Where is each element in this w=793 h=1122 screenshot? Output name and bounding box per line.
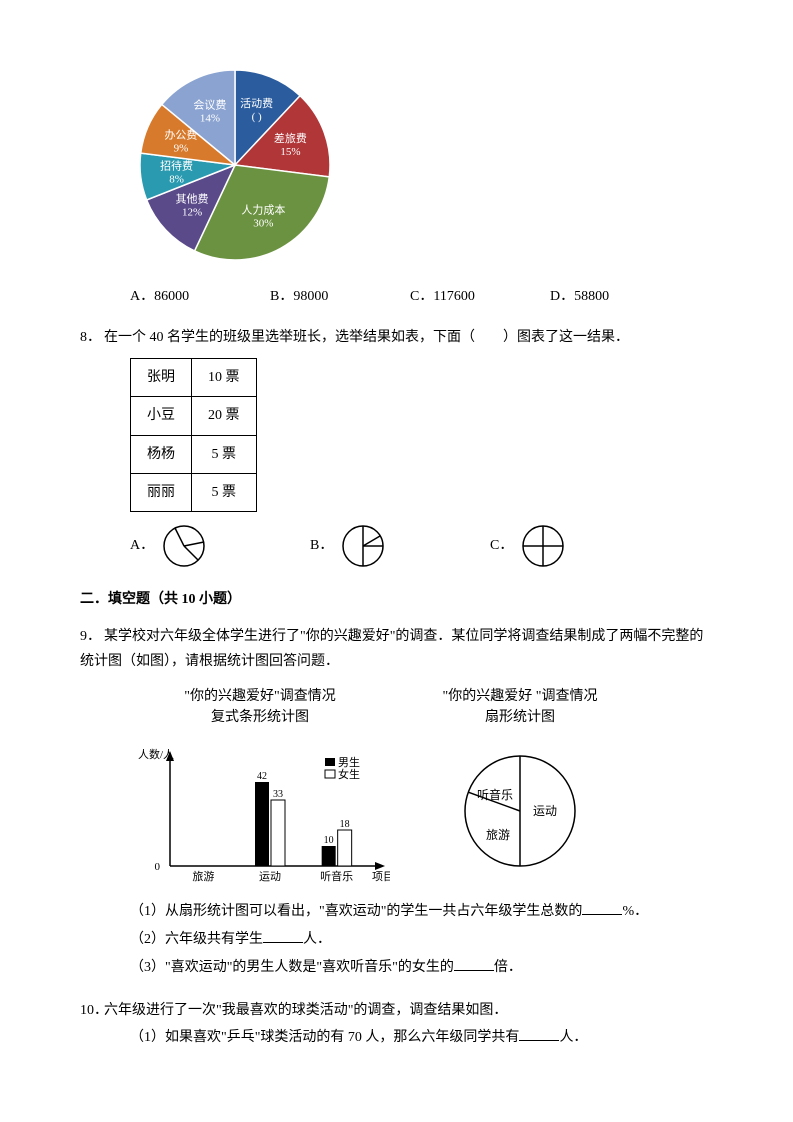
q7-options: A．86000 B．98000 C．117600 D．58800: [130, 285, 713, 305]
svg-text:0: 0: [155, 861, 161, 873]
blank-input[interactable]: [454, 956, 494, 971]
q9: 9．某学校对六年级全体学生进行了"你的兴趣爱好"的调查．某位同学将调查结果制成了…: [80, 624, 713, 982]
q9-sub3-before: （3）"喜欢运动"的男生人数是"喜欢听音乐"的女生的: [130, 960, 454, 975]
svg-text:9%: 9%: [174, 143, 189, 155]
svg-text:12%: 12%: [182, 206, 202, 218]
pie-chart-svg-q9: 听音乐旅游 运动: [430, 736, 610, 886]
page-container: 活动费( )差旅费15%人力成本30%其他费12%招待费8%办公费9%会议费14…: [0, 0, 793, 1122]
q9-sub1: （1）从扇形统计图可以看出，"喜欢运动"的学生一共占六年级学生总数的 %．: [130, 898, 713, 926]
svg-text:10: 10: [324, 835, 334, 846]
svg-text:差旅费: 差旅费: [274, 131, 307, 145]
q8-option-a: A．: [130, 524, 310, 568]
svg-text:听音乐: 听音乐: [320, 869, 353, 883]
table-cell: 10 票: [192, 359, 257, 397]
svg-text:8%: 8%: [169, 173, 184, 185]
vote-table: 张明10 票小豆20 票杨杨5 票丽丽5 票: [130, 358, 257, 512]
option-c: C．117600: [410, 285, 550, 305]
table-cell: 杨杨: [131, 435, 192, 473]
q10-text: 六年级进行了一次"我最喜欢的球类活动"的调查，调查结果如图．: [104, 1003, 507, 1018]
q10-num: 10．: [80, 998, 104, 1023]
pie-chart-svg: 活动费( )差旅费15%人力成本30%其他费12%招待费8%办公费9%会议费14…: [130, 60, 340, 270]
q9-sub1-before: （1）从扇形统计图可以看出，"喜欢运动"的学生一共占六年级学生总数的: [130, 904, 582, 919]
small-pie-b-icon: [341, 524, 385, 568]
blank-input[interactable]: [582, 900, 622, 915]
q7-pie-chart: 活动费( )差旅费15%人力成本30%其他费12%招待费8%办公费9%会议费14…: [130, 60, 713, 275]
svg-text:项目: 项目: [372, 870, 390, 883]
svg-text:男生: 男生: [338, 755, 360, 769]
q9-charts: 人数/人项目0男生女生旅游运动听音乐42331018 听音乐旅游运动: [130, 736, 713, 886]
svg-text:听音乐: 听音乐: [477, 787, 513, 802]
q9-sub1-after: %．: [622, 904, 648, 919]
svg-text:30%: 30%: [253, 218, 273, 230]
table-cell: 5 票: [192, 435, 257, 473]
option-c-label: C．: [490, 533, 513, 558]
q10-sub1: （1）如果喜欢"乒乓"球类活动的有 70 人，那么六年级同学共有 人．: [130, 1024, 713, 1052]
svg-text:女生: 女生: [338, 767, 360, 781]
table-cell: 小豆: [131, 397, 192, 435]
q9-sub2-after: 人．: [303, 932, 331, 947]
q8-num: 8．: [80, 325, 104, 350]
section-2-header: 二．填空题（共 10 小题）: [80, 588, 713, 608]
table-cell: 20 票: [192, 397, 257, 435]
table-row: 杨杨5 票: [131, 435, 257, 473]
table-row: 张明10 票: [131, 359, 257, 397]
svg-text:会议费: 会议费: [193, 99, 226, 112]
q9-sub3: （3）"喜欢运动"的男生人数是"喜欢听音乐"的女生的 倍．: [130, 954, 713, 982]
option-d: D．58800: [550, 285, 690, 305]
q8-text: 在一个 40 名学生的班级里选举班长，选举结果如表，下面（ ）图表了这一结果．: [104, 330, 629, 345]
q8-options: A． B． C．: [130, 524, 713, 568]
svg-text:运动: 运动: [533, 804, 557, 818]
svg-text:18: 18: [340, 819, 350, 830]
small-pie-a-icon: [162, 524, 206, 568]
q9-text: 某学校对六年级全体学生进行了"你的兴趣爱好"的调查．某位同学将调查结果制成了两幅…: [80, 629, 703, 669]
q9-num: 9．: [80, 624, 104, 649]
pie-title-2: 扇形统计图: [485, 710, 555, 725]
table-cell: 张明: [131, 359, 192, 397]
q8: 8．在一个 40 名学生的班级里选举班长，选举结果如表，下面（ ）图表了这一结果…: [80, 325, 713, 568]
q9-sub3-after: 倍．: [494, 960, 522, 975]
option-b: B．98000: [270, 285, 410, 305]
svg-text:旅游: 旅游: [486, 828, 510, 842]
table-cell: 丽丽: [131, 473, 192, 511]
svg-text:14%: 14%: [200, 113, 220, 125]
q9-sub2-before: （2）六年级共有学生: [130, 932, 263, 947]
option-a: A．86000: [130, 285, 270, 305]
svg-text:人力成本: 人力成本: [241, 203, 285, 217]
q9-sub2: （2）六年级共有学生 人．: [130, 926, 713, 954]
table-cell: 5 票: [192, 473, 257, 511]
blank-input[interactable]: [519, 1026, 559, 1041]
svg-text:运动: 运动: [259, 870, 281, 883]
svg-text:15%: 15%: [280, 146, 300, 158]
table-row: 小豆20 票: [131, 397, 257, 435]
svg-text:其他费: 其他费: [176, 192, 209, 205]
option-b-label: B．: [310, 533, 333, 558]
option-a-label: A．: [130, 533, 154, 558]
q10-sub1-after: 人．: [559, 1030, 587, 1045]
table-row: 丽丽5 票: [131, 473, 257, 511]
bar-title-1: "你的兴趣爱好"调查情况: [184, 689, 335, 704]
svg-text:42: 42: [257, 771, 267, 782]
pie-chart-title: "你的兴趣爱好 "调查情况 扇形统计图: [420, 686, 620, 728]
bar-chart-svg: 人数/人项目 0 男生女生旅游 运动 听音乐 42 33 10 18: [130, 736, 390, 886]
q8-option-c: C．: [490, 524, 670, 568]
q8-option-b: B．: [310, 524, 490, 568]
blank-input[interactable]: [263, 928, 303, 943]
q10: 10．六年级进行了一次"我最喜欢的球类活动"的调查，调查结果如图． （1）如果喜…: [80, 998, 713, 1051]
svg-text:( ): ( ): [252, 111, 262, 123]
q9-chart-titles: "你的兴趣爱好"调查情况 复式条形统计图 "你的兴趣爱好 "调查情况 扇形统计图: [130, 686, 713, 728]
bar-title-2: 复式条形统计图: [211, 710, 309, 725]
svg-text:旅游: 旅游: [192, 869, 214, 883]
svg-text:人数/人: 人数/人: [138, 748, 174, 761]
q10-sub1-before: （1）如果喜欢"乒乓"球类活动的有 70 人，那么六年级同学共有: [130, 1030, 519, 1045]
svg-text:招待费: 招待费: [160, 158, 193, 172]
bar-chart-title: "你的兴趣爱好"调查情况 复式条形统计图: [130, 686, 390, 728]
svg-text:33: 33: [273, 789, 283, 800]
small-pie-c-icon: [521, 524, 565, 568]
pie-title-1: "你的兴趣爱好 "调查情况: [443, 689, 598, 704]
svg-text:活动费: 活动费: [240, 97, 273, 110]
